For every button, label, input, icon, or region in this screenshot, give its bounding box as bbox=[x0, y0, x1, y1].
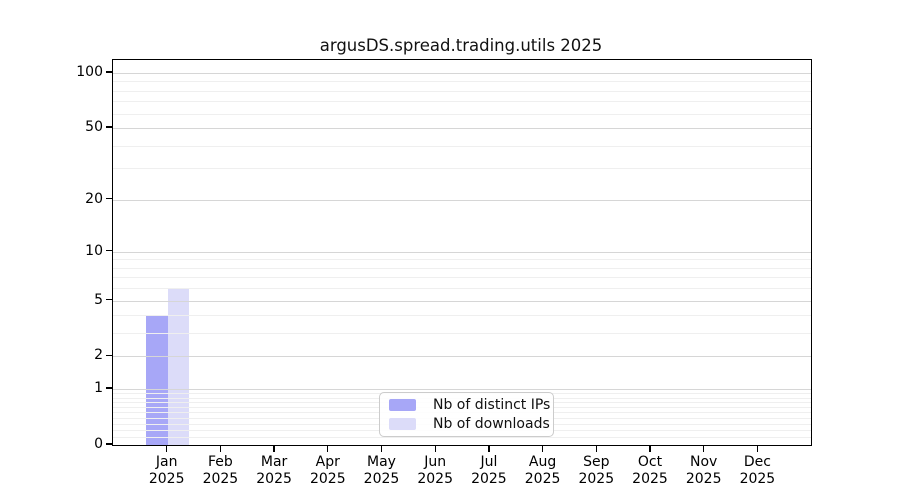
x-tick-mark bbox=[327, 445, 329, 452]
legend-swatch bbox=[389, 398, 416, 412]
x-tick-label: Dec 2025 bbox=[739, 454, 776, 487]
x-tick-label: Feb 2025 bbox=[202, 454, 239, 487]
y-major-gridline bbox=[113, 128, 811, 130]
y-major-gridline bbox=[113, 72, 811, 74]
y-tick-mark bbox=[106, 354, 112, 357]
x-tick-mark bbox=[219, 445, 222, 452]
x-tick-label: Mar 2025 bbox=[256, 454, 292, 487]
x-tick-label: Jan 2025 bbox=[148, 454, 185, 487]
x-tick-mark bbox=[166, 445, 168, 452]
y-minor-gridline bbox=[113, 168, 811, 170]
x-tick-mark bbox=[273, 445, 275, 452]
y-tick-mark bbox=[106, 298, 112, 301]
plot-area bbox=[112, 59, 812, 446]
x-tick-label: Sep 2025 bbox=[578, 454, 615, 487]
legend-swatch bbox=[389, 417, 416, 431]
x-tick-mark bbox=[434, 445, 436, 452]
y-major-gridline bbox=[113, 199, 811, 201]
y-tick-label: 5 bbox=[94, 291, 103, 308]
x-tick-label: Apr 2025 bbox=[309, 454, 346, 487]
y-tick-mark bbox=[106, 197, 112, 200]
y-minor-gridline bbox=[113, 259, 811, 261]
y-minor-gridline bbox=[113, 90, 811, 92]
y-major-gridline bbox=[113, 300, 811, 302]
y-minor-gridline bbox=[113, 101, 811, 103]
legend-label: Nb of distinct IPs bbox=[433, 397, 551, 413]
legend-item: Nb of distinct IPs bbox=[389, 397, 550, 413]
y-tick-label: 10 bbox=[85, 242, 103, 259]
y-tick-label: 1 bbox=[94, 380, 103, 397]
x-tick-mark bbox=[380, 445, 383, 452]
x-tick-mark bbox=[649, 445, 651, 452]
y-tick-label: 100 bbox=[76, 63, 103, 80]
x-tick-mark bbox=[756, 445, 759, 452]
y-minor-gridline bbox=[113, 288, 811, 290]
y-tick-mark bbox=[106, 443, 112, 445]
y-tick-mark bbox=[106, 387, 112, 389]
x-tick-mark bbox=[488, 445, 490, 452]
y-minor-gridline bbox=[113, 315, 811, 317]
legend-item: Nb of downloads bbox=[389, 416, 550, 432]
x-tick-mark bbox=[595, 445, 597, 452]
y-tick-mark bbox=[106, 71, 112, 73]
y-minor-gridline bbox=[113, 267, 811, 269]
y-tick-label: 0 bbox=[94, 436, 103, 452]
x-tick-mark bbox=[541, 445, 544, 452]
y-minor-gridline bbox=[113, 437, 811, 439]
x-tick-label: May 2025 bbox=[363, 454, 400, 487]
y-major-gridline bbox=[113, 389, 811, 391]
y-major-gridline bbox=[113, 356, 811, 358]
bar-nb-of-distinct-ips bbox=[146, 315, 168, 445]
bar-nb-of-downloads bbox=[167, 288, 190, 445]
y-tick-label: 20 bbox=[85, 190, 103, 207]
x-tick-mark bbox=[703, 445, 705, 452]
x-tick-label: Jun 2025 bbox=[417, 454, 453, 487]
legend: Nb of distinct IPs Nb of downloads bbox=[379, 392, 554, 437]
y-tick-label: 50 bbox=[85, 119, 103, 136]
y-tick-label: 2 bbox=[94, 347, 103, 364]
y-minor-gridline bbox=[113, 277, 811, 279]
y-tick-mark bbox=[106, 250, 112, 252]
legend-label: Nb of downloads bbox=[433, 416, 550, 432]
chart-title: argusDS.spread.trading.utils 2025 bbox=[319, 36, 603, 55]
x-tick-label: Jul 2025 bbox=[471, 454, 507, 487]
y-tick-mark bbox=[106, 126, 112, 128]
x-tick-label: Aug 2025 bbox=[524, 454, 561, 487]
y-minor-gridline bbox=[113, 145, 811, 147]
y-minor-gridline bbox=[113, 81, 811, 83]
x-tick-label: Nov 2025 bbox=[685, 454, 722, 487]
y-major-gridline bbox=[113, 251, 811, 253]
x-tick-label: Oct 2025 bbox=[632, 454, 668, 487]
y-minor-gridline bbox=[113, 113, 811, 115]
y-minor-gridline bbox=[113, 333, 811, 335]
